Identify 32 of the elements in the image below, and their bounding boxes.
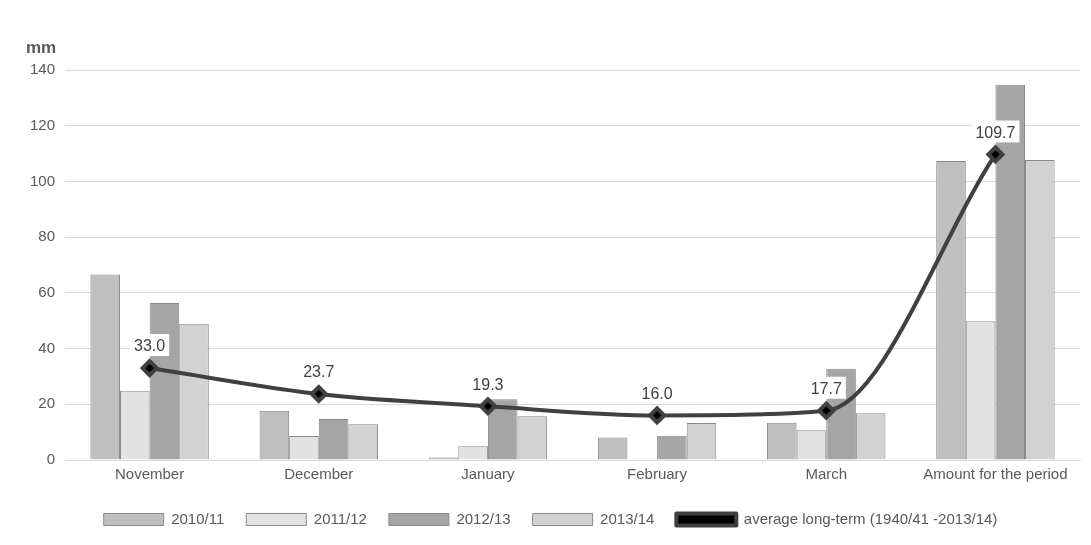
x-tick-label: November — [115, 465, 185, 483]
x-tick-label: January — [461, 465, 516, 483]
y-tick-label: 60 — [38, 283, 56, 300]
point — [478, 397, 497, 416]
data-label: 16.0 — [641, 384, 673, 402]
y-tick-label: 140 — [30, 60, 56, 78]
legend-label: 2010/11 — [171, 509, 225, 527]
point — [140, 359, 159, 378]
data-label: 23.7 — [303, 363, 335, 381]
y-tick-label: 20 — [38, 394, 56, 412]
data-label: 33.0 — [134, 337, 166, 355]
y-tick-label: 40 — [38, 338, 56, 356]
y-tick-label: 0 — [46, 450, 56, 468]
x-tick-label: December — [284, 465, 354, 483]
legend-label: 2013/14 — [600, 509, 655, 527]
data-label: 17.7 — [810, 380, 842, 398]
point — [309, 384, 328, 403]
data-label: 19.3 — [472, 375, 504, 393]
y-tick-label: 120 — [30, 115, 56, 133]
x-tick-label: Amount for the period — [923, 465, 1068, 483]
legend-label: 2012/13 — [456, 509, 511, 527]
legend-label: 2011/12 — [313, 509, 367, 527]
legend-label: average long-term (1940/41 -2013/14) — [743, 509, 998, 527]
point — [817, 401, 836, 420]
point — [648, 406, 667, 425]
y-axis-title: mm — [26, 38, 57, 58]
y-tick-label: 80 — [38, 227, 56, 245]
x-tick-label: February — [627, 465, 688, 483]
y-tick-label: 100 — [30, 171, 56, 189]
data-label: 109.7 — [975, 123, 1016, 141]
x-tick-label: March — [805, 465, 848, 483]
point — [986, 145, 1005, 164]
